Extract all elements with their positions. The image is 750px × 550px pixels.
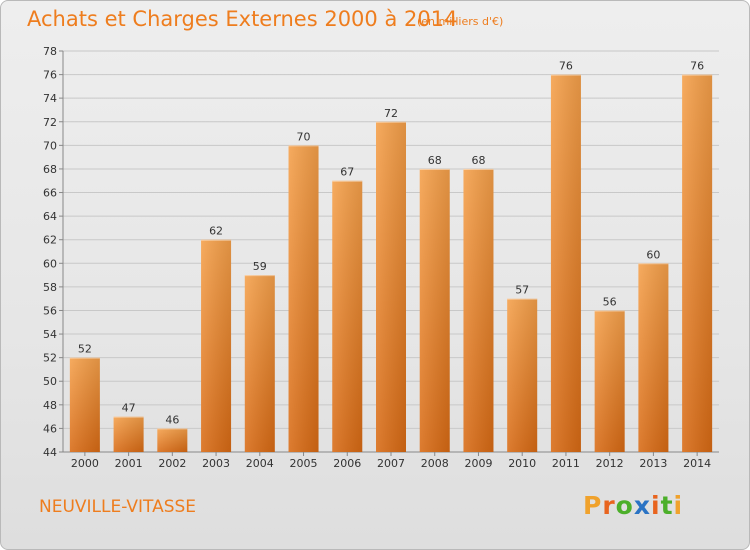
y-tick-label: 48 [43,399,57,412]
y-tick-label: 50 [43,375,57,388]
x-tick-label: 2014 [683,457,711,470]
bar-value-label: 57 [515,284,529,297]
x-tick-label: 2008 [421,457,449,470]
logo-letter: t [660,491,674,520]
bar-value-label: 72 [384,107,398,120]
bar-shade [550,74,581,453]
y-tick-label: 70 [43,139,57,152]
logo-letter: P [583,491,603,520]
bar-value-label: 60 [646,248,660,261]
bar-shade [69,357,100,452]
y-tick-label: 66 [43,187,57,200]
logo-letter: i [673,491,684,520]
y-tick-label: 78 [43,45,57,58]
bar-shade [638,263,669,452]
logo-letter: r [602,491,616,520]
logo-letter: o [615,491,634,520]
y-tick-label: 76 [43,69,57,82]
x-tick-label: 2010 [508,457,536,470]
bar-value-label: 56 [603,295,617,308]
logo-letter: x [633,491,651,520]
y-tick-label: 58 [43,281,57,294]
bar-value-label: 70 [297,130,311,143]
bar-layer [69,74,713,453]
y-tick-label: 64 [43,210,57,223]
bar-shade [288,145,319,452]
bar-value-label: 62 [209,225,223,238]
bar-value-label: 68 [428,154,442,167]
bar-value-label: 68 [471,154,485,167]
chart-subtitle: (en milliers d'€) [417,15,504,28]
commune-name: NEUVILLE-VITASSE [39,497,197,517]
y-tick-label: 56 [43,304,57,317]
x-tick-label: 2002 [158,457,186,470]
x-tick-label: 2001 [115,457,143,470]
x-tick-label: 2005 [290,457,318,470]
y-tick-label: 74 [43,92,57,105]
x-tick-label: 2004 [246,457,274,470]
bar-value-label: 46 [165,413,179,426]
x-tick-label: 2011 [552,457,580,470]
bar-shade [157,428,188,452]
bar-shade [682,74,713,453]
x-tick-label: 2009 [464,457,492,470]
y-tick-label: 72 [43,116,57,129]
bar-value-label: 67 [340,166,354,179]
bar-value-label: 59 [253,260,267,273]
bar-value-label: 76 [690,60,704,73]
bar-shade [244,275,275,452]
y-tick-label: 60 [43,257,57,270]
x-tick-label: 2012 [596,457,624,470]
proxiti-logo: Proxiti [583,491,683,520]
bar-shade [419,168,450,453]
bar-value-label: 52 [78,343,92,356]
y-tick-label: 52 [43,352,57,365]
bar-shade [201,239,232,452]
bar-shade [594,310,625,452]
bar-shade [332,180,363,452]
x-tick-label: 2000 [71,457,99,470]
chart-title: Achats et Charges Externes 2000 à 2014 [27,7,458,31]
x-tick-label: 2013 [639,457,667,470]
bar-shade [507,298,538,452]
y-tick-label: 68 [43,163,57,176]
x-tick-label: 2006 [333,457,361,470]
x-tick-label: 2003 [202,457,230,470]
bar-shade [376,121,406,452]
bar-shade [113,416,144,452]
logo-letter: i [651,491,661,520]
x-tick-label: 2007 [377,457,405,470]
y-tick-label: 46 [43,422,57,435]
bar-shade [463,168,494,453]
y-tick-label: 44 [43,446,57,459]
y-tick-label: 62 [43,234,57,247]
bar-value-label: 47 [122,402,136,415]
bar-value-label: 76 [559,60,573,73]
y-tick-label: 54 [43,328,57,341]
label-layer: 52 2000 47 2001 46 2002 62 2003 59 2004 70 2005 67 20… [71,60,711,470]
